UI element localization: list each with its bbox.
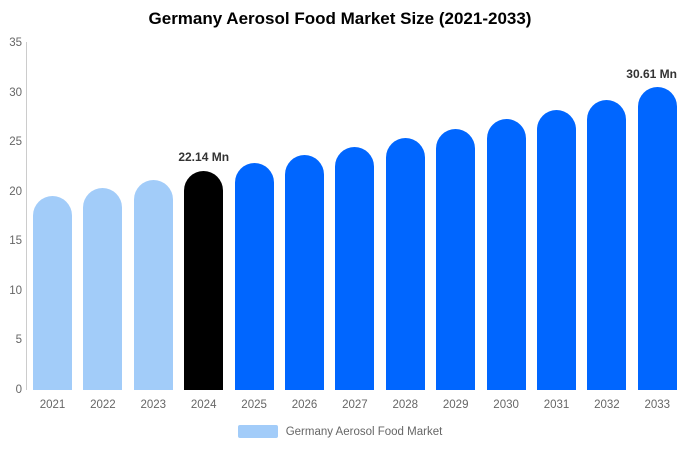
x-tick-label: 2027 <box>342 399 368 411</box>
bar-2027[interactable] <box>335 147 375 390</box>
bar-2026[interactable] <box>285 155 324 390</box>
legend-swatch <box>237 425 278 438</box>
x-tick-label: 2031 <box>543 399 570 411</box>
bar-2024[interactable] <box>184 170 224 390</box>
x-tick-label: 2029 <box>442 399 469 411</box>
x-tick-label: 2032 <box>594 399 620 411</box>
x-tick-label: 2033 <box>644 399 671 411</box>
y-tick-label: 25 <box>9 136 22 149</box>
x-tick-label: 2023 <box>140 399 167 411</box>
bar-2029[interactable] <box>436 129 476 390</box>
y-tick-label: 35 <box>9 37 22 49</box>
y-tick-label: 30 <box>9 86 22 99</box>
legend-label: Germany Aerosol Food Market <box>285 425 443 438</box>
data-label-2033: 30.61 Mn <box>626 66 677 81</box>
data-label-2024: 22.14 Mn <box>178 150 230 165</box>
x-tick-label: 2028 <box>392 399 419 411</box>
x-tick-label: 2022 <box>90 399 116 411</box>
bar-2025[interactable] <box>234 162 274 390</box>
bar-2022[interactable] <box>83 187 123 390</box>
x-tick-label: 2024 <box>190 399 217 411</box>
y-tick-label: 10 <box>9 284 22 297</box>
legend[interactable]: Germany Aerosol Food Market <box>0 425 680 438</box>
bar-2030[interactable] <box>486 119 526 390</box>
bar-2033[interactable] <box>637 86 677 390</box>
bar-2023[interactable] <box>133 179 173 390</box>
x-tick-label: 2021 <box>39 399 66 411</box>
y-tick-label: 0 <box>15 384 22 396</box>
x-tick-label: 2025 <box>241 399 267 411</box>
y-tick-label: 5 <box>15 334 22 347</box>
bar-2028[interactable] <box>385 138 425 390</box>
x-tick-label: 2026 <box>291 399 318 411</box>
y-tick-label: 20 <box>9 185 22 198</box>
bar-2021[interactable] <box>33 195 72 390</box>
x-tick-label: 2030 <box>493 399 519 411</box>
chart-title: Germany Aerosol Food Market Size (2021-2… <box>148 9 532 28</box>
bar-2031[interactable] <box>537 110 576 390</box>
y-axis-line <box>26 42 27 390</box>
bar-2032[interactable] <box>587 99 627 390</box>
y-tick-label: 15 <box>9 235 22 248</box>
